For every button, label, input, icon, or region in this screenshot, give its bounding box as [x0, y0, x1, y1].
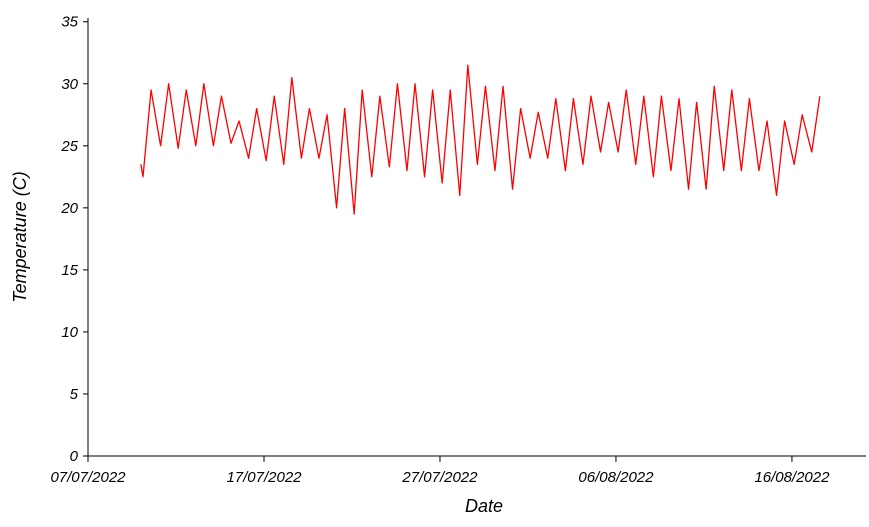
x-tick-label: 17/07/2022: [226, 469, 302, 486]
y-tick-label: 20: [60, 200, 78, 217]
x-tick-label: 16/08/2022: [754, 469, 830, 486]
x-tick-label: 07/07/2022: [50, 469, 126, 486]
x-tick-label: 06/08/2022: [578, 469, 654, 486]
x-tick-label: 27/07/2022: [401, 469, 478, 486]
y-tick-label: 30: [61, 76, 78, 93]
data-line: [140, 64, 821, 215]
y-tick-label: 10: [61, 324, 78, 341]
x-axis-title: Date: [465, 496, 503, 516]
y-tick-label: 0: [70, 448, 79, 465]
y-tick-label: 35: [61, 14, 78, 31]
y-axis-title: Temperature (C): [10, 171, 30, 302]
y-tick-label: 5: [70, 386, 79, 403]
y-tick-label: 15: [61, 262, 78, 279]
y-tick-label: 25: [60, 138, 78, 155]
